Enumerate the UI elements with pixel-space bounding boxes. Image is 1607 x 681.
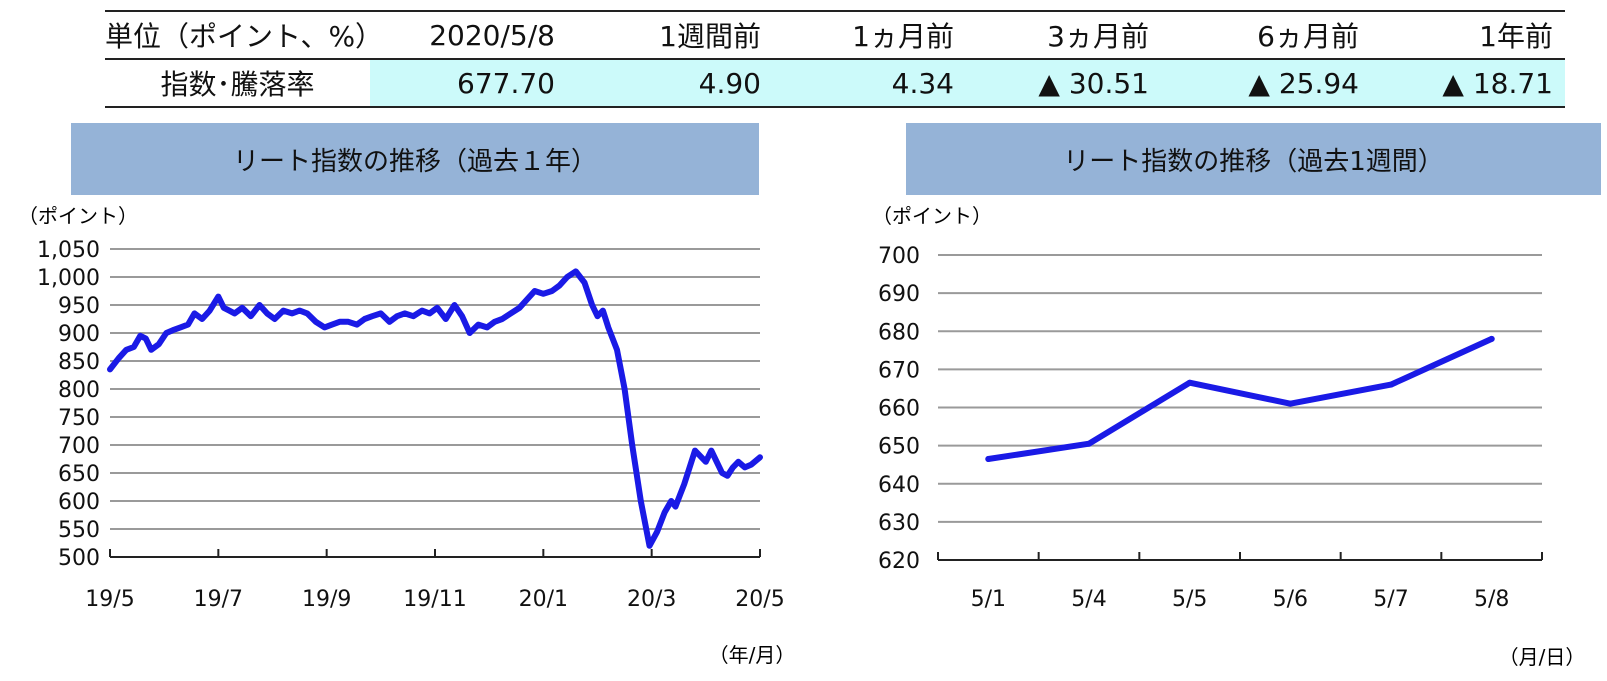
summary-value-1m: 4.34	[773, 60, 966, 106]
x-tick-label: 19/11	[403, 587, 466, 612]
data-point	[1488, 335, 1495, 342]
x-tick-label: 19/5	[85, 587, 134, 612]
summary-header-1w: 1週間前	[659, 20, 761, 53]
summary-header-3m: 3ヵ月前	[1047, 20, 1149, 53]
y-tick-label: 950	[58, 294, 100, 319]
data-point	[985, 455, 992, 462]
x-tick-label: 19/9	[302, 587, 351, 612]
chart-1week: （ポイント） （月/日） 700 690 680 670 660 650 640 630 620…	[872, 204, 1585, 669]
y-tick-label: 680	[878, 320, 920, 345]
chart-1week-xlabel: （月/日）	[1499, 645, 1586, 669]
chart-title-1week: リート指数の推移（過去1週間）	[906, 123, 1601, 195]
summary-values-row: 指数･騰落率 677.70 4.90 4.34 ▲ 30.51 ▲ 25.94 …	[105, 60, 1565, 106]
x-tick-label: 5/4	[1071, 587, 1106, 612]
data-point	[1287, 400, 1294, 407]
summary-header-6m: 6ヵ月前	[1257, 20, 1359, 53]
chart-1year-xlabel: （年/月）	[709, 643, 796, 667]
data-point	[1086, 440, 1092, 447]
y-tick-label: 600	[58, 490, 100, 515]
y-tick-label: 800	[58, 378, 100, 403]
x-tick-label: 19/7	[194, 587, 243, 612]
chart-1year: （ポイント） （年/月） 1,050 1,000 950 900 850 800 750 70…	[18, 204, 795, 667]
summary-header-row: 単位（ポイント、%） 2020/5/8 1週間前 1ヵ月前 3ヵ月前 6ヵ月前 …	[105, 12, 1565, 60]
summary-value-current: 677.70	[370, 60, 580, 106]
y-tick-label: 640	[878, 473, 920, 498]
y-tick-label: 1,050	[37, 238, 100, 263]
data-point	[1388, 381, 1394, 388]
y-tick-label: 1,000	[37, 266, 100, 291]
y-tick-label: 690	[878, 282, 920, 307]
x-tick-label: 20/3	[627, 587, 676, 612]
y-tick-label: 670	[878, 358, 920, 383]
series-line-reit-index-1year	[107, 268, 763, 549]
x-tick-label: 5/6	[1273, 587, 1308, 612]
y-tick-label: 700	[58, 434, 100, 459]
x-tick-label: 5/5	[1172, 587, 1207, 612]
summary-header-1y: 1年前	[1479, 20, 1553, 53]
x-tick-label: 5/7	[1373, 587, 1408, 612]
x-tick-label: 5/8	[1474, 587, 1509, 612]
y-tick-label: 750	[58, 406, 100, 431]
summary-value-1w: 4.90	[580, 60, 773, 106]
y-tick-label: 620	[878, 549, 920, 574]
series-line-reit-index-1week	[985, 335, 1495, 462]
y-tick-label: 900	[58, 322, 100, 347]
summary-value-1y: ▲ 18.71	[1371, 60, 1565, 106]
y-tick-label: 650	[58, 462, 100, 487]
y-tick-label: 660	[878, 397, 920, 422]
y-tick-label: 700	[878, 244, 920, 269]
summary-row-label: 指数･騰落率	[160, 68, 315, 101]
x-tick-label: 20/1	[519, 587, 568, 612]
chart-title-1year: リート指数の推移（過去１年）	[71, 123, 759, 195]
summary-table: 単位（ポイント、%） 2020/5/8 1週間前 1ヵ月前 3ヵ月前 6ヵ月前 …	[105, 10, 1565, 108]
summary-header-1m: 1ヵ月前	[852, 20, 954, 53]
x-tick-label: 20/5	[735, 587, 784, 612]
chart-1year-ylabel: （ポイント）	[18, 204, 138, 228]
x-tick-label: 5/1	[971, 587, 1006, 612]
chart-1week-ylabel: （ポイント）	[872, 204, 992, 228]
data-point	[1186, 379, 1193, 386]
summary-value-6m: ▲ 25.94	[1161, 60, 1371, 106]
summary-header-date: 2020/5/8	[429, 18, 555, 52]
y-tick-label: 630	[878, 511, 920, 536]
y-tick-label: 550	[58, 518, 100, 543]
y-tick-label: 500	[58, 546, 100, 571]
y-tick-label: 850	[58, 350, 100, 375]
summary-header-unit: 単位（ポイント、%）	[105, 20, 384, 53]
y-tick-label: 650	[878, 435, 920, 460]
summary-value-3m: ▲ 30.51	[966, 60, 1161, 106]
